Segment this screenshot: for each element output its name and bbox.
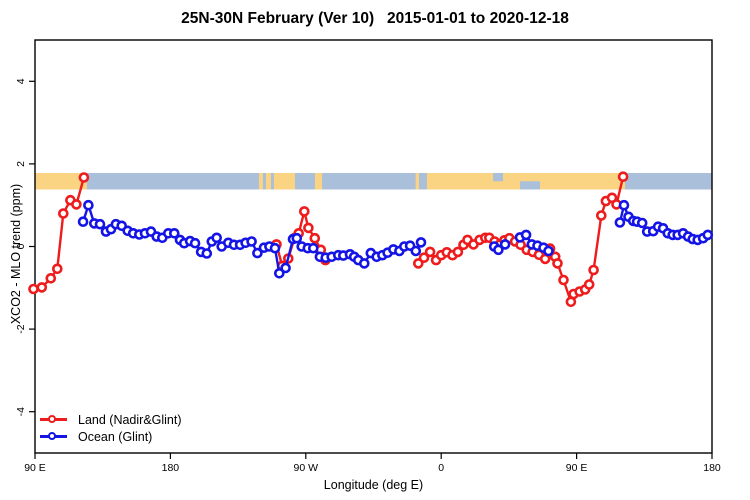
ocean-series-point <box>246 236 257 247</box>
x-tick-label: 90 E <box>566 462 588 474</box>
ocean-series-point <box>614 217 626 228</box>
map-band-land-segment <box>35 172 87 190</box>
ocean-series-point <box>520 229 532 241</box>
x-tick-label: 90 W <box>294 462 319 474</box>
map-band-land-segment <box>265 172 271 190</box>
map-band-ocean-notch <box>493 172 504 182</box>
map-band-land-segment <box>415 172 419 190</box>
y-tick-label: -4 <box>15 407 27 416</box>
ocean-series-marker-icon <box>40 431 67 442</box>
x-tick-label: 180 <box>703 462 721 474</box>
land-series-point <box>452 246 464 258</box>
y-tick-label: 2 <box>15 161 27 167</box>
ocean-series-point <box>291 232 303 244</box>
land-series-point <box>28 283 39 295</box>
legend-label-ocean: Ocean (Glint) <box>78 429 153 444</box>
ocean-series-point <box>83 199 94 211</box>
ocean-series-point <box>499 239 511 250</box>
legend-item-ocean: Ocean (Glint) <box>40 428 182 445</box>
map-band-land-segment <box>259 172 263 190</box>
land-series-point <box>303 222 314 234</box>
land-series-point <box>552 258 563 269</box>
ocean-series-point <box>618 199 630 211</box>
y-axis-title: XCO2 - MLO trend (ppm) <box>9 183 23 325</box>
ocean-series-point <box>77 216 89 227</box>
land-series-point <box>78 172 90 183</box>
legend-item-land: Land (Nadir&Glint) <box>40 411 182 428</box>
land-series-point <box>71 199 82 210</box>
ocean-series-point <box>189 237 201 249</box>
x-tick-label: 90 E <box>24 462 46 474</box>
land-series-point <box>309 232 321 244</box>
ocean-series-point <box>169 228 180 239</box>
land-series-point <box>595 210 607 221</box>
land-series-point <box>418 252 430 264</box>
ocean-series-point <box>307 242 319 254</box>
ocean-series-point <box>543 245 554 257</box>
ocean-series-point <box>94 218 106 230</box>
legend: Land (Nadir&Glint) Ocean (Glint) <box>40 411 182 445</box>
plot-border <box>34 39 713 454</box>
land-series-point <box>583 279 595 290</box>
land-series-point <box>558 274 569 286</box>
land-series-point <box>588 264 599 276</box>
ocean-series-point <box>702 229 714 241</box>
ocean-series-point <box>636 217 648 229</box>
land-series-point <box>424 246 436 258</box>
ocean-series-point <box>273 267 285 279</box>
x-tick-label: 180 <box>162 462 180 474</box>
land-series-point <box>57 208 69 219</box>
y-tick-label: 0 <box>15 243 27 249</box>
land-series-point <box>36 282 48 293</box>
x-tick-label: 0 <box>438 462 444 474</box>
ocean-series-point <box>358 258 370 269</box>
land-series-point <box>51 263 63 275</box>
ocean-series-point <box>415 237 427 248</box>
ocean-series-point <box>269 242 281 254</box>
y-tick-label: -2 <box>15 324 27 333</box>
map-band-land-segment <box>273 172 295 190</box>
land-series-point <box>298 206 310 217</box>
land-series-point <box>45 272 57 284</box>
map-band-land-segment <box>314 172 323 190</box>
ocean-series-point <box>280 262 291 274</box>
ocean-series-point <box>211 232 222 244</box>
ocean-series-point <box>410 245 422 257</box>
chart-title: 25N-30N February (Ver 10) 2015-01-01 to … <box>181 10 569 27</box>
land-series-point <box>617 171 629 182</box>
ocean-series-point <box>493 244 504 256</box>
x-axis-title: Longitude (deg E) <box>323 478 424 492</box>
map-band-ocean-notch <box>520 181 541 190</box>
y-tick-label: 4 <box>15 78 27 84</box>
legend-label-land: Land (Nadir&Glint) <box>78 412 182 427</box>
land-series-marker-icon <box>40 414 67 425</box>
ocean-series-point <box>252 247 263 259</box>
ocean-series-point <box>201 248 213 259</box>
